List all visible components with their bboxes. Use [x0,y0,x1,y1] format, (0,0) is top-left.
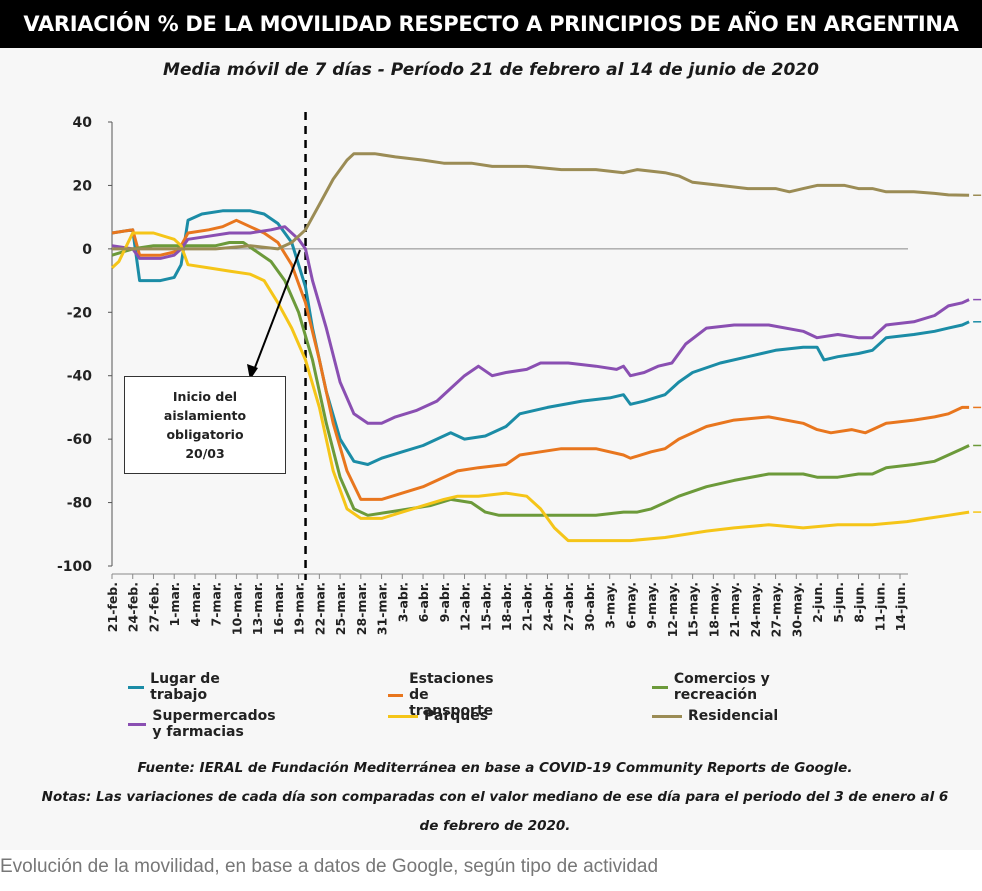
y-tick-label: -80 [67,496,93,512]
legend-swatch [128,685,145,689]
y-tick-label: -40 [67,369,93,385]
x-tick-label: 31-mar. [375,582,390,635]
x-tick-label: 9-may. [644,582,659,629]
series-line-4 [110,231,970,543]
x-tick-label: 30-abr. [582,582,597,631]
y-tick-label: -100 [57,559,92,575]
legend-swatch [652,685,668,689]
x-tick-label: 14-jun. [893,582,908,631]
series-line-3 [111,225,970,425]
source-note: Fuente: IERAL de Fundación Mediterránea … [137,760,853,776]
legend-label: Residencial [688,708,779,724]
legend-swatch [388,693,404,697]
x-tick-label: 27-feb. [146,582,161,632]
x-tick-label: 21-may. [727,582,742,637]
x-tick-label: 24-feb. [126,582,141,632]
annotation-line-1: Inicio del [172,389,238,404]
x-tick-label: 15-abr. [478,582,493,631]
annotation-line-3: obligatorio 20/03 [166,427,244,461]
x-tick-label: 8-jun. [852,582,867,623]
legend-item-lugar-de-trabajo: Lugar de trabajo [128,671,221,703]
x-tick-label: 21-abr. [520,582,535,631]
annotation-arrow-line [253,249,301,371]
x-tick-label: 28-mar. [354,582,369,635]
x-tick-label: 3-abr. [395,582,410,622]
x-tick-label: 12-may. [665,582,680,637]
y-tick-label: 20 [73,178,93,194]
header-title: VARIACIÓN % DE LA MOVILIDAD RESPECTO A P… [0,0,982,48]
figure-caption: Evolución de la movilidad, en base a dat… [0,856,659,877]
series-line-5 [112,152,970,251]
legend-swatch [388,714,418,718]
x-tick-label: 21-feb. [105,582,120,632]
x-tick-label: 12-abr. [458,582,473,631]
legend-swatch [652,714,682,718]
y-tick-label: -60 [67,432,93,448]
series-line-0 [111,209,970,466]
x-tick-label: 11-jun. [872,582,887,631]
legend-label: Supermercados y farmacias [152,708,276,740]
series-line-1 [111,218,970,501]
x-tick-label: 9-abr. [437,582,452,622]
annotation-box: Inicio del aislamiento obligatorio 20/03 [124,376,286,474]
x-tick-label: 5-jun. [831,582,846,623]
y-tick-label: -20 [67,305,93,321]
legend-swatch [128,722,147,726]
legend-item-parques: Parques [388,708,488,724]
legend-label: Parques [424,708,489,724]
notes-line-1: Notas: Las variaciones de cada día son c… [41,789,949,805]
x-tick-label: 24-abr. [540,582,555,631]
x-tick-label: 18-may. [706,582,721,637]
x-tick-label: 10-mar. [229,582,244,635]
x-tick-label: 3-may. [603,582,618,629]
x-tick-label: 22-mar. [312,582,327,635]
x-tick-label: 6-abr. [416,582,431,622]
x-tick-label: 7-mar. [209,582,224,626]
x-tick-label: 4-mar. [188,582,203,626]
legend-item-estaciones-de-transporte: Estaciones de transporte [388,671,509,719]
x-tick-label: 2-jun. [810,582,825,623]
annotation-line-2: aislamiento [163,408,247,423]
chart-subtitle: Media móvil de 7 días - Período 21 de fe… [163,60,819,80]
notes-line-2: de febrero de 2020. [419,818,571,834]
legend-item-residencial: Residencial [652,708,778,724]
legend-item-supermercados-y-farmacias: Supermercados y farmacias [128,708,287,740]
x-tick-label: 24-may. [748,582,763,637]
y-tick-label: 0 [82,242,92,258]
x-tick-label: 19-mar. [292,582,307,635]
y-tick-label: 40 [73,115,93,131]
legend-label: Comercios y recreación [673,671,770,703]
x-tick-label: 15-may. [686,582,701,637]
x-tick-label: 25-mar. [333,582,348,635]
x-tick-label: 27-abr. [561,582,576,631]
x-tick-label: 30-may. [789,582,804,637]
x-tick-label: 18-abr. [499,582,514,631]
legend-label: Lugar de trabajo [150,671,220,703]
x-tick-label: 27-may. [769,582,784,637]
series-line-2 [111,241,970,517]
x-tick-label: 1-mar. [167,582,182,626]
legend-label: Estaciones de transporte [409,671,494,719]
x-tick-label: 6-may. [623,582,638,629]
x-tick-label: 13-mar. [250,582,265,635]
legend-item-comercios-y-recreacion: Comercios y recreación [652,671,771,703]
x-tick-label: 16-mar. [271,582,286,635]
